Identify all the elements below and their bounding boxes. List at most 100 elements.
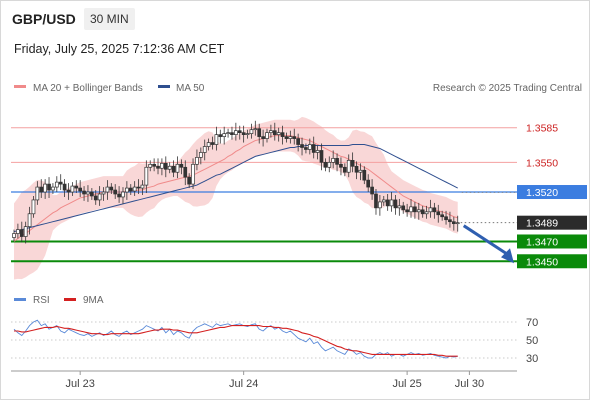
forecast-arrow-layer [462,224,514,264]
candle-27 [117,186,121,203]
candle-body [195,157,199,165]
candle-106 [424,205,429,219]
x-axis-ticks: Jul 23 Jul 24 Jul 25 Jul 30 [65,371,484,390]
candle-body [354,165,359,173]
candle-body [109,186,114,191]
candle-50 [206,138,211,151]
candle-53 [218,129,223,144]
candle-body [43,183,47,193]
candle-body [179,163,184,168]
bollinger-band [14,116,458,280]
candles-layer [12,120,460,244]
resistance-label-1-3550: 1.3550 [526,157,558,169]
timeframe-badge[interactable]: 30 MIN [84,8,135,30]
candle-body [198,152,203,158]
candle-81 [327,156,332,173]
candle-body [339,163,343,168]
candle-72 [292,128,297,145]
rsi-panel: 70 50 30 [11,317,538,365]
candle-body [191,163,195,185]
candle-body [237,130,242,134]
candle-body [366,179,371,188]
candle-body [31,199,36,215]
candle-91 [366,174,371,193]
rsi-legend-swatch [14,298,26,301]
candle-body [82,190,86,195]
rsi-series-9ma [14,325,458,357]
candle-body [315,150,320,153]
candle-20 [89,188,94,200]
candle-5 [31,195,36,218]
candle-15 [70,182,75,196]
candle-49 [202,139,207,161]
rsi-tick-70: 70 [526,317,538,329]
x-tick-label: Jul 30 [455,378,484,390]
candle-body [335,158,339,165]
candle-body [257,128,262,137]
candle-body [148,163,153,168]
candle-89 [358,163,363,181]
candle-8 [43,179,47,199]
candle-body [292,136,297,139]
bollinger-band-layer [14,116,458,280]
candle-103 [413,201,417,219]
candle-21 [93,190,98,205]
candle-body [393,199,398,209]
candle-body [136,186,141,189]
candle-body [362,169,367,181]
candle-body [86,191,90,195]
candle-79 [319,143,324,171]
candle-body [47,183,51,191]
candle-body [397,205,402,209]
x-tick-label: Jul 24 [229,378,258,390]
candle-body [206,142,211,147]
candle-body [74,185,79,189]
candle-body [121,191,125,198]
candle-body [346,160,351,173]
candle-59 [241,125,246,143]
candle-95 [381,195,386,206]
candle-body [140,184,145,189]
candle-body [175,163,180,173]
ma50-legend-label: MA 50 [176,83,205,94]
candle-body [89,191,94,197]
candle-34 [144,160,149,194]
candle-88 [354,161,359,180]
level-lines-layer [11,127,517,263]
candle-body [105,186,110,193]
candle-body [374,193,378,209]
support-tag-1-3470 [517,234,587,249]
candle-body [218,134,223,137]
candle-12 [58,174,63,191]
candle-body [405,209,409,213]
candle-body [440,214,445,218]
candle-body [280,132,285,137]
candle-body [370,186,374,195]
candle-31 [132,181,137,196]
ma20-legend-label: MA 20 + Bollinger Bands [33,83,143,94]
x-tick-label: Jul 23 [65,378,94,390]
candle-56 [230,126,234,140]
candle-80 [323,158,328,172]
candle-body [128,187,133,192]
rsi9-legend-label: 9MA [83,295,104,306]
candle-3 [23,221,28,244]
candle-body [296,138,300,145]
candle-70 [284,132,289,143]
candle-body [58,181,63,185]
candle-78 [315,145,320,160]
rsi-legend-label: RSI [33,295,50,306]
candle-98 [393,194,398,215]
candle-2 [19,221,24,243]
candle-body [265,132,269,139]
candle-62 [253,120,258,136]
candle-63 [257,123,262,144]
candle-61 [249,123,254,139]
candle-body [93,195,98,201]
candle-body [276,132,281,135]
candle-57 [234,122,238,141]
candle-112 [448,211,452,228]
candle-body [249,129,254,134]
candle-body [311,144,316,153]
candle-body [327,161,332,168]
